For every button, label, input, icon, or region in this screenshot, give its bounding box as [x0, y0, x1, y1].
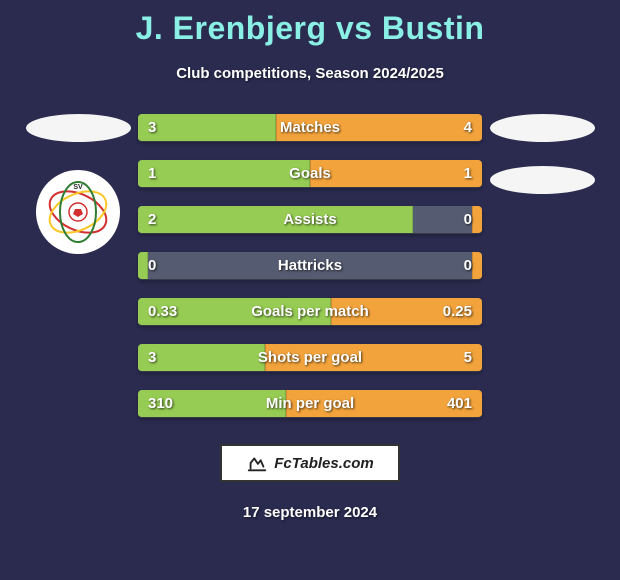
stat-bar: 310401Min per goal	[138, 390, 482, 418]
player-badge-placeholder	[490, 166, 595, 194]
club-crest-icon: SV	[43, 177, 113, 247]
comparison-content: SV 34Matches 11Goals 20Assists 00Hattricks 0…	[0, 114, 620, 418]
stat-label: Goals per match	[138, 303, 482, 320]
page-title: J. Erenbjerg vs Bustin	[0, 0, 620, 47]
right-column	[482, 114, 602, 418]
stat-bar: 20Assists	[138, 206, 482, 234]
branding-badge[interactable]: FcTables.com	[220, 444, 400, 482]
stat-bar: 11Goals	[138, 160, 482, 188]
svg-text:SV: SV	[73, 184, 83, 191]
stat-bar: 0.330.25Goals per match	[138, 298, 482, 326]
stat-bar: 34Matches	[138, 114, 482, 142]
stat-label: Shots per goal	[138, 349, 482, 366]
club-crest: SV	[36, 170, 120, 254]
branding-text: FcTables.com	[274, 455, 373, 472]
stat-label: Goals	[138, 165, 482, 182]
stat-bar: 00Hattricks	[138, 252, 482, 280]
player-badge-placeholder	[490, 114, 595, 142]
date-text: 17 september 2024	[0, 504, 620, 521]
stat-bar: 35Shots per goal	[138, 344, 482, 372]
chart-icon	[246, 452, 268, 474]
stats-bars: 34Matches 11Goals 20Assists 00Hattricks 0.33…	[138, 114, 482, 418]
stat-label: Assists	[138, 211, 482, 228]
player-badge-placeholder	[26, 114, 131, 142]
stat-label: Hattricks	[138, 257, 482, 274]
subtitle: Club competitions, Season 2024/2025	[0, 65, 620, 82]
stat-label: Matches	[138, 119, 482, 136]
left-column: SV	[18, 114, 138, 418]
stat-label: Min per goal	[138, 395, 482, 412]
